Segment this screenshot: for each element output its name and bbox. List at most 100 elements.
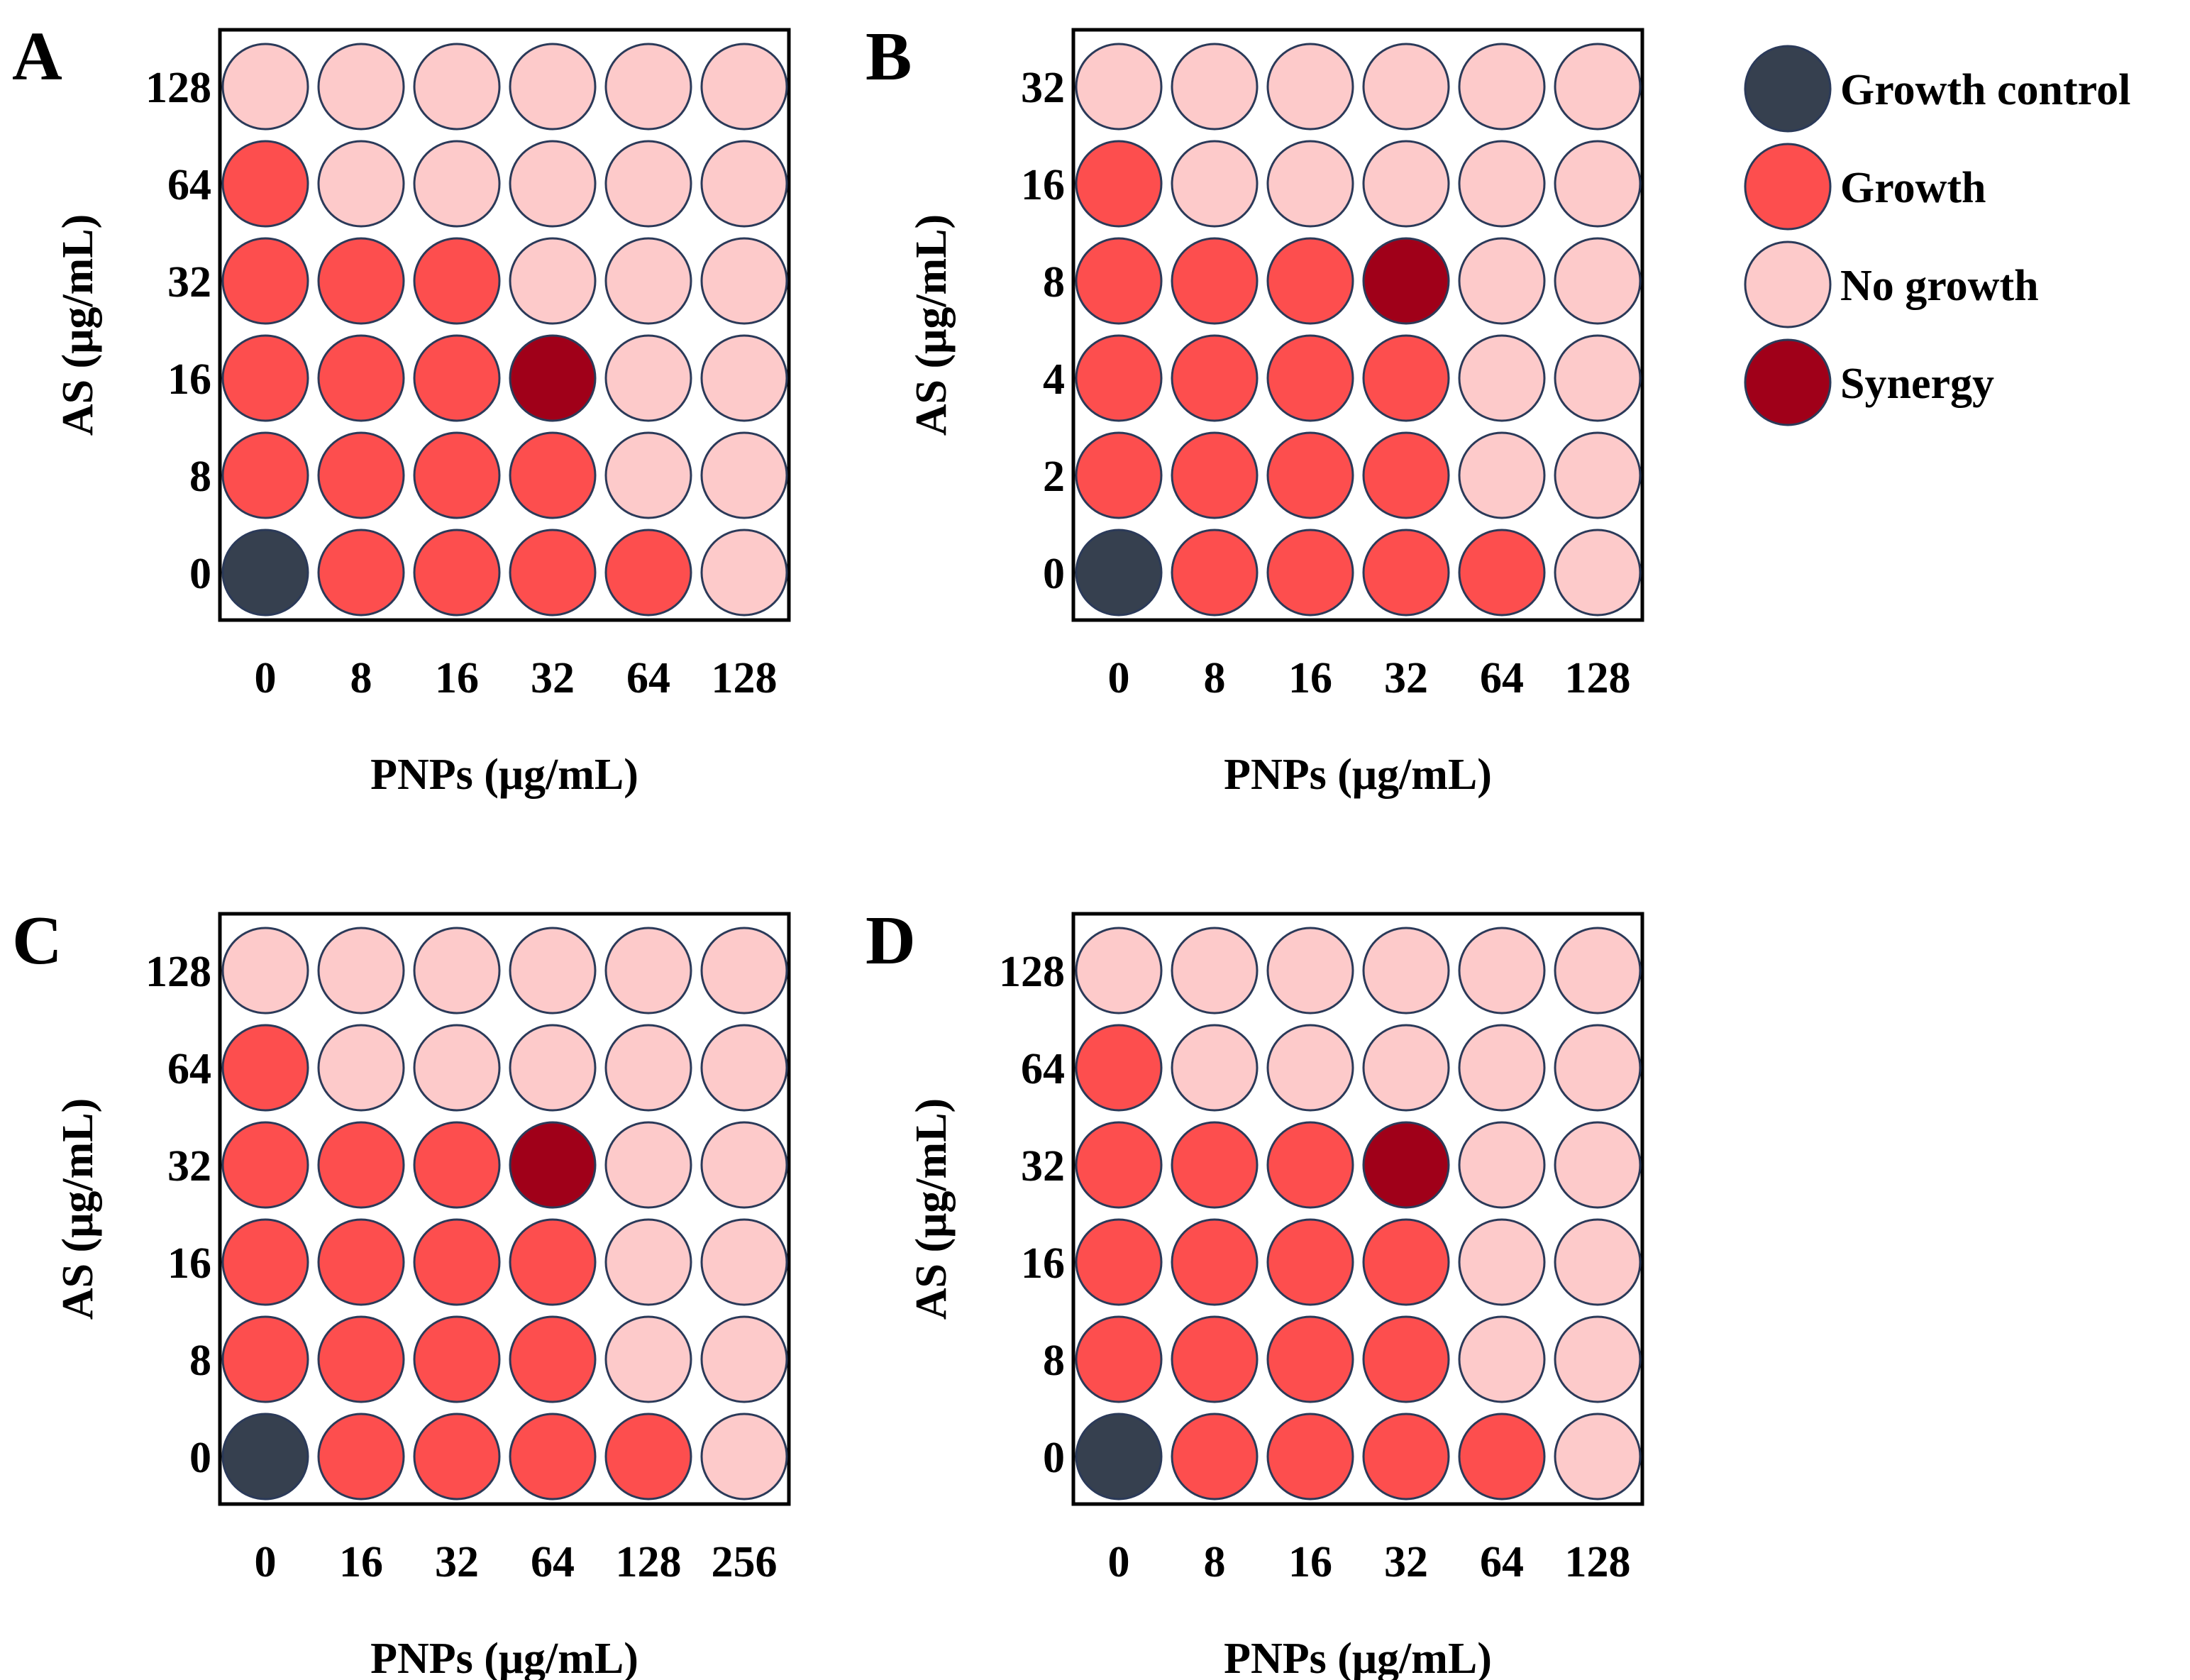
- y-tick-label: 32: [1021, 1142, 1065, 1190]
- well-no-growth: [604, 1121, 692, 1209]
- y-tick-label: 0: [1043, 550, 1065, 598]
- well-growth-control: [221, 529, 309, 617]
- well-no-growth: [1554, 334, 1642, 422]
- y-tick-label: 16: [167, 1239, 211, 1288]
- x-tick-label: 8: [1204, 654, 1226, 702]
- x-tick-label: 0: [255, 654, 277, 702]
- panels: A 128 64 32 16 8 0 0 8 16 32 64 128 PNPs (μg/mL) AS (μ…: [12, 18, 1644, 1680]
- well-growth: [1075, 1218, 1163, 1306]
- well-growth: [1458, 1413, 1546, 1501]
- well-no-growth: [317, 1024, 405, 1112]
- y-tick-label: 32: [167, 1142, 211, 1190]
- x-tick-label: 64: [531, 1538, 575, 1586]
- well-no-growth: [604, 237, 692, 325]
- well-growth: [317, 1218, 405, 1306]
- well-no-growth: [700, 334, 788, 422]
- well-growth: [509, 1315, 597, 1403]
- well-no-growth: [1458, 431, 1546, 519]
- well-growth: [1362, 1413, 1450, 1501]
- well-growth: [413, 1413, 501, 1501]
- well-growth: [1362, 431, 1450, 519]
- well-no-growth: [1171, 927, 1259, 1015]
- well-no-growth: [1554, 927, 1642, 1015]
- well-growth: [317, 237, 405, 325]
- y-tick-label: 8: [189, 1337, 211, 1385]
- x-tick-label: 16: [435, 654, 479, 702]
- well-no-growth: [700, 1315, 788, 1403]
- well-growth: [413, 237, 501, 325]
- well-no-growth: [1075, 927, 1163, 1015]
- well-growth: [1362, 1315, 1450, 1403]
- well-growth: [317, 1121, 405, 1209]
- well-no-growth: [700, 1024, 788, 1112]
- well-no-growth: [700, 1218, 788, 1306]
- well-no-growth: [1554, 1024, 1642, 1112]
- well-growth: [1266, 1315, 1354, 1403]
- well-growth: [1075, 1315, 1163, 1403]
- well-growth: [221, 237, 309, 325]
- well-growth: [221, 1121, 309, 1209]
- y-tick-label: 2: [1043, 453, 1065, 501]
- well-no-growth: [604, 1218, 692, 1306]
- y-tick-label: 4: [1043, 355, 1065, 404]
- x-axis-label: PNPs (μg/mL): [370, 1635, 638, 1680]
- x-tick-label: 16: [339, 1538, 383, 1586]
- well-growth: [1362, 529, 1450, 617]
- well-growth: [413, 1218, 501, 1306]
- well-growth: [1075, 1024, 1163, 1112]
- well-no-growth: [509, 927, 597, 1015]
- x-tick-label: 0: [1108, 654, 1130, 702]
- legend-swatch: [1744, 338, 1832, 426]
- x-tick-label: 256: [712, 1538, 778, 1586]
- well-no-growth: [1362, 43, 1450, 131]
- x-tick-label: 64: [1480, 654, 1524, 702]
- well-no-growth: [1554, 529, 1642, 617]
- well-growth: [413, 431, 501, 519]
- x-tick-label: 128: [1565, 1538, 1631, 1586]
- well-no-growth: [700, 431, 788, 519]
- well-no-growth: [700, 1121, 788, 1209]
- well-no-growth: [1554, 1315, 1642, 1403]
- panel-letter: A: [12, 18, 62, 95]
- well-no-growth: [1458, 1218, 1546, 1306]
- y-tick-label: 64: [1021, 1045, 1065, 1093]
- well-synergy: [1362, 237, 1450, 325]
- well-no-growth: [1266, 927, 1354, 1015]
- well-no-growth: [1458, 140, 1546, 228]
- well-growth-control: [1075, 1413, 1163, 1501]
- well-growth: [1075, 334, 1163, 422]
- well-growth: [317, 334, 405, 422]
- well-growth-control: [1075, 529, 1163, 617]
- well-growth: [509, 1413, 597, 1501]
- x-tick-label: 128: [616, 1538, 682, 1586]
- x-axis-label: PNPs (μg/mL): [1224, 751, 1492, 799]
- well-no-growth: [317, 927, 405, 1015]
- well-no-growth: [604, 43, 692, 131]
- x-tick-label: 0: [255, 1538, 277, 1586]
- well-no-growth: [1458, 1121, 1546, 1209]
- well-growth: [413, 529, 501, 617]
- y-axis-label: AS (μg/mL): [907, 1098, 956, 1320]
- panel-c: C 128 64 32 16 8 0 0 16 32 64 128 256 PNPs (μg/mL) AS …: [12, 902, 791, 1680]
- x-tick-label: 16: [1288, 654, 1332, 702]
- well-no-growth: [1458, 1024, 1546, 1112]
- legend-item-synergy: Synergy: [1744, 338, 1994, 426]
- well-no-growth: [700, 927, 788, 1015]
- well-growth: [509, 529, 597, 617]
- well-no-growth: [1458, 927, 1546, 1015]
- x-axis-label: PNPs (μg/mL): [370, 751, 638, 799]
- well-growth: [1075, 431, 1163, 519]
- well-no-growth: [1458, 1315, 1546, 1403]
- well-growth: [1171, 334, 1259, 422]
- well-no-growth: [1266, 1024, 1354, 1112]
- well-no-growth: [1171, 1024, 1259, 1112]
- well-no-growth: [1171, 43, 1259, 131]
- well-growth: [1171, 1315, 1259, 1403]
- well-no-growth: [1554, 43, 1642, 131]
- well-no-growth: [509, 43, 597, 131]
- well-no-growth: [1362, 1024, 1450, 1112]
- well-growth: [1362, 334, 1450, 422]
- y-tick-label: 16: [167, 355, 211, 404]
- y-tick-label: 0: [1043, 1434, 1065, 1482]
- well-no-growth: [1554, 431, 1642, 519]
